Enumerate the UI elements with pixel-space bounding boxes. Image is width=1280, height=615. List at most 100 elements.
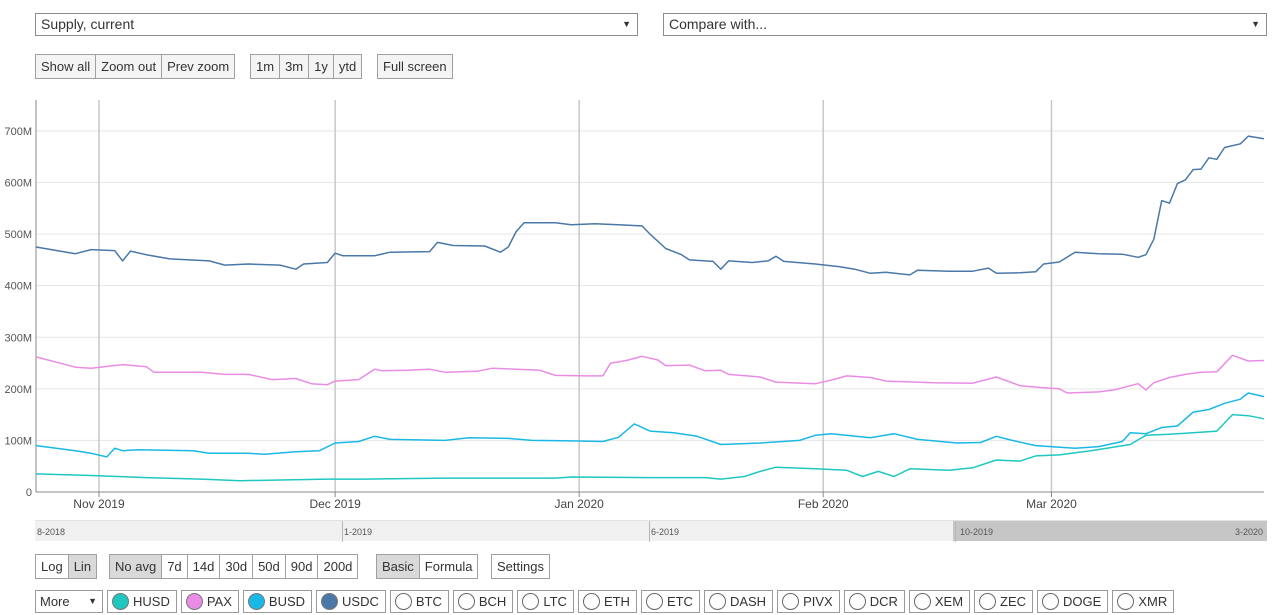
avg-14d-button[interactable]: 14d bbox=[186, 554, 221, 579]
coin-color-dot-icon bbox=[979, 593, 997, 610]
chevron-down-icon: ▼ bbox=[622, 19, 631, 29]
chevron-down-icon: ▼ bbox=[88, 596, 97, 606]
y-tick-label: 400M bbox=[4, 281, 32, 293]
compare-select[interactable]: Compare with... ▼ bbox=[663, 13, 1267, 36]
series-line-pax bbox=[35, 354, 1265, 394]
zoom-out-button[interactable]: Zoom out bbox=[95, 54, 163, 79]
coin-toggle-dcr[interactable]: DCR bbox=[843, 590, 905, 613]
time-navigator[interactable]: 8-2018 1-2019 6-2019 10-2019 3-2020 bbox=[35, 520, 1267, 542]
coin-color-dot-icon bbox=[247, 593, 265, 610]
x-tick-label: Jan 2020 bbox=[554, 497, 604, 511]
full-screen-button[interactable]: Full screen bbox=[377, 54, 453, 79]
coin-toggle-husd[interactable]: HUSD bbox=[107, 590, 177, 613]
coin-toggle-eth[interactable]: ETH bbox=[577, 590, 637, 613]
navigator-label: 6-2019 bbox=[651, 527, 680, 537]
coin-label: ZEC bbox=[1000, 594, 1027, 609]
series-line-husd bbox=[35, 413, 1265, 482]
coin-label: ETC bbox=[666, 594, 693, 609]
coin-label: DASH bbox=[729, 594, 767, 609]
avg-30d-button[interactable]: 30d bbox=[219, 554, 254, 579]
navigator-label: 1-2019 bbox=[344, 527, 373, 537]
x-tick-label: Dec 2019 bbox=[309, 497, 361, 511]
coin-color-dot-icon bbox=[913, 593, 931, 610]
coin-toggle-etc[interactable]: ETC bbox=[640, 590, 700, 613]
avg-200d-button[interactable]: 200d bbox=[317, 554, 359, 579]
coin-label: ETH bbox=[603, 594, 630, 609]
coin-label: PAX bbox=[206, 594, 232, 609]
coin-color-dot-icon bbox=[782, 593, 800, 610]
settings-group: Settings bbox=[491, 554, 550, 579]
log-scale-button[interactable]: Log bbox=[35, 554, 69, 579]
range-3m-button[interactable]: 3m bbox=[279, 54, 310, 79]
settings-button[interactable]: Settings bbox=[491, 554, 550, 579]
coin-toggle-usdc[interactable]: USDC bbox=[316, 590, 386, 613]
coin-toggle-pivx[interactable]: PIVX bbox=[777, 590, 840, 613]
coin-color-dot-icon bbox=[708, 593, 726, 610]
coin-color-dot-icon bbox=[1117, 593, 1135, 610]
coin-color-dot-icon bbox=[645, 593, 663, 610]
fullscreen-group: Full screen bbox=[377, 54, 453, 79]
coin-color-dot-icon bbox=[321, 593, 339, 610]
supply-line-chart[interactable]: 0 100M 200M 300M 400M 500M 600M 700M Nov 2019 Dec… bbox=[0, 96, 1280, 516]
lin-scale-button[interactable]: Lin bbox=[67, 554, 98, 579]
y-tick-label: 700M bbox=[4, 126, 32, 138]
coin-toggle-dash[interactable]: DASH bbox=[703, 590, 774, 613]
coin-color-dot-icon bbox=[394, 593, 412, 610]
formula-mode-button[interactable]: Formula bbox=[418, 554, 479, 579]
y-tick-label: 600M bbox=[4, 178, 32, 190]
coin-toggle-zec[interactable]: ZEC bbox=[974, 590, 1034, 613]
more-select-value: More bbox=[40, 594, 70, 609]
coin-toggle-xmr[interactable]: XMR bbox=[1112, 590, 1175, 613]
coin-color-dot-icon bbox=[457, 593, 475, 610]
compare-select-value: Compare with... bbox=[669, 16, 768, 32]
y-tick-label: 200M bbox=[4, 384, 32, 396]
coin-label: LTC bbox=[543, 594, 567, 609]
zoom-button-group: Show all Zoom out Prev zoom bbox=[35, 54, 236, 79]
coin-toggle-pax[interactable]: PAX bbox=[180, 590, 239, 613]
avg-90d-button[interactable]: 90d bbox=[284, 554, 319, 579]
coin-label: BTC bbox=[415, 594, 442, 609]
coin-color-dot-icon bbox=[112, 593, 129, 610]
x-tick-label: Mar 2020 bbox=[1026, 497, 1077, 511]
prev-zoom-button[interactable]: Prev zoom bbox=[161, 54, 236, 79]
coin-toggle-ltc[interactable]: LTC bbox=[517, 590, 574, 613]
coin-color-dot-icon bbox=[522, 593, 540, 610]
scale-button-group: Log Lin bbox=[35, 554, 98, 579]
navigator-selection[interactable] bbox=[953, 521, 1267, 541]
coin-toggle-busd[interactable]: BUSD bbox=[242, 590, 313, 613]
coin-label: BUSD bbox=[268, 594, 306, 609]
metric-select-value: Supply, current bbox=[41, 16, 135, 32]
y-tick-label: 500M bbox=[4, 229, 32, 241]
coin-color-dot-icon bbox=[185, 593, 203, 610]
navigator-tick bbox=[955, 521, 956, 542]
coin-color-dot-icon bbox=[1042, 593, 1060, 610]
navigator-tick bbox=[649, 521, 650, 542]
basic-mode-button[interactable]: Basic bbox=[376, 554, 420, 579]
coin-toggle-btc[interactable]: BTC bbox=[389, 590, 449, 613]
series-line-usdc bbox=[35, 135, 1265, 276]
range-1m-button[interactable]: 1m bbox=[250, 54, 281, 79]
coin-toggle-bch[interactable]: BCH bbox=[452, 590, 514, 613]
avg-7d-button[interactable]: 7d bbox=[161, 554, 188, 579]
navigator-tick bbox=[342, 521, 343, 542]
avg-50d-button[interactable]: 50d bbox=[252, 554, 286, 579]
show-all-button[interactable]: Show all bbox=[35, 54, 97, 79]
coin-label: USDC bbox=[342, 594, 379, 609]
coin-toggle-xem[interactable]: XEM bbox=[908, 590, 971, 613]
navigator-label: 3-2020 bbox=[1235, 527, 1264, 537]
series-line-busd bbox=[35, 392, 1265, 458]
coin-label: DOGE bbox=[1063, 594, 1102, 609]
coin-color-dot-icon bbox=[848, 593, 866, 610]
range-1y-button[interactable]: 1y bbox=[308, 54, 334, 79]
coin-label: XEM bbox=[934, 594, 964, 609]
coin-label: HUSD bbox=[133, 594, 170, 609]
range-ytd-button[interactable]: ytd bbox=[332, 54, 363, 79]
coin-color-dot-icon bbox=[582, 593, 600, 610]
metric-select[interactable]: Supply, current ▼ bbox=[35, 13, 638, 36]
coin-label: DCR bbox=[869, 594, 898, 609]
more-select[interactable]: More ▼ bbox=[35, 590, 103, 613]
coin-toggle-doge[interactable]: DOGE bbox=[1037, 590, 1109, 613]
y-tick-label: 300M bbox=[4, 332, 32, 344]
no-avg-button[interactable]: No avg bbox=[109, 554, 163, 579]
coin-label: PIVX bbox=[803, 594, 833, 609]
